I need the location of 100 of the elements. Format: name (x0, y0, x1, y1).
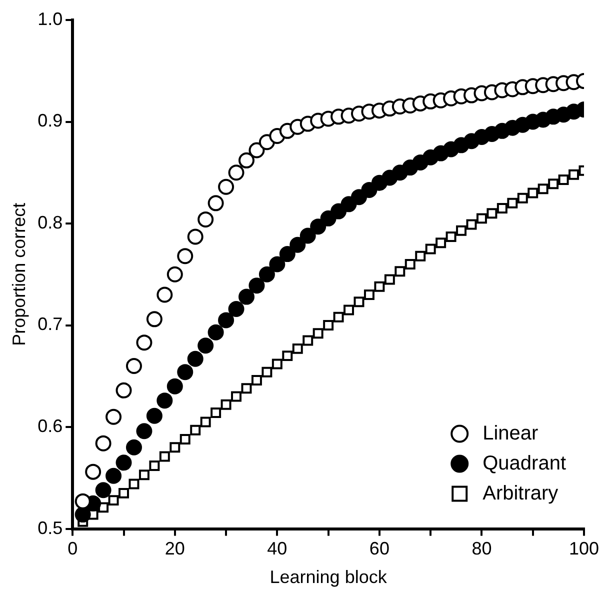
point (156, 392, 173, 409)
point (558, 174, 569, 186)
point (364, 290, 374, 300)
point (507, 198, 518, 208)
legend-label: Arbitrary (482, 482, 558, 504)
x-tick-label: 100 (568, 538, 600, 559)
point (187, 350, 204, 367)
point (187, 228, 204, 245)
point (116, 382, 132, 398)
point (95, 435, 112, 452)
point (198, 338, 214, 354)
point (208, 324, 224, 340)
point (208, 195, 224, 212)
y-tick-label: 0.7 (38, 314, 63, 334)
point (568, 169, 580, 180)
point (126, 439, 142, 456)
point (231, 391, 242, 402)
point (486, 208, 498, 219)
point (218, 312, 234, 328)
point (159, 451, 170, 462)
point (228, 164, 244, 181)
point (108, 495, 119, 506)
point (136, 334, 152, 351)
point (425, 244, 436, 254)
point (312, 328, 324, 339)
y-tick-label: 0.5 (38, 518, 63, 538)
point (248, 278, 265, 294)
point (350, 189, 367, 206)
point (310, 218, 326, 235)
x-axis-title: Learning block (270, 567, 388, 588)
point (138, 470, 150, 480)
point (149, 460, 160, 471)
point (538, 184, 548, 194)
point (241, 383, 252, 394)
point (548, 178, 559, 190)
point (136, 423, 152, 440)
point (228, 301, 244, 317)
x-tick-label: 60 (369, 538, 390, 559)
point (269, 256, 286, 272)
point (177, 364, 194, 380)
point (170, 442, 180, 453)
point (200, 416, 211, 428)
point (384, 274, 395, 285)
point (333, 312, 344, 322)
point (220, 399, 232, 410)
y-tick-label: 1.0 (38, 8, 63, 29)
point (272, 358, 282, 370)
point (354, 296, 364, 308)
point (74, 506, 91, 523)
point (496, 203, 508, 214)
point (262, 366, 272, 378)
point (290, 236, 306, 253)
point (248, 142, 265, 158)
point (300, 228, 316, 244)
point (156, 286, 173, 303)
point (323, 320, 334, 331)
point (344, 304, 354, 316)
point (146, 408, 162, 424)
point (106, 468, 122, 484)
point (126, 358, 142, 374)
y-axis-title: Proportion correct (8, 202, 29, 346)
legend-label: Linear (482, 422, 539, 444)
legend-label: Quadrant (482, 452, 566, 474)
point (476, 213, 487, 224)
x-tick-label: 40 (267, 538, 288, 559)
point (166, 266, 183, 282)
point (292, 343, 303, 354)
point (210, 408, 222, 418)
point (95, 482, 112, 498)
point (374, 281, 385, 292)
x-tick-label: 80 (472, 538, 492, 559)
point (218, 178, 234, 195)
point (166, 378, 183, 394)
y-tick-label: 0.6 (38, 416, 63, 436)
y-tick-label: 0.8 (38, 212, 63, 232)
point (466, 219, 477, 230)
point (74, 493, 91, 510)
point (180, 434, 190, 444)
point (528, 188, 538, 198)
point (116, 454, 132, 471)
y-tick-label: 0.9 (38, 110, 63, 131)
point (446, 232, 456, 242)
point (146, 311, 162, 328)
point (177, 248, 194, 264)
point (85, 464, 102, 480)
point (404, 258, 416, 270)
point (517, 192, 528, 204)
point (302, 335, 314, 346)
point (258, 266, 275, 282)
point (436, 238, 446, 248)
point (279, 246, 296, 262)
point (456, 225, 467, 236)
x-tick-label: 0 (68, 538, 78, 559)
point (282, 350, 293, 362)
point (238, 152, 254, 168)
point (128, 478, 140, 490)
point (198, 211, 214, 228)
x-tick-label: 20 (164, 538, 185, 559)
point (106, 408, 122, 425)
point (238, 288, 254, 305)
